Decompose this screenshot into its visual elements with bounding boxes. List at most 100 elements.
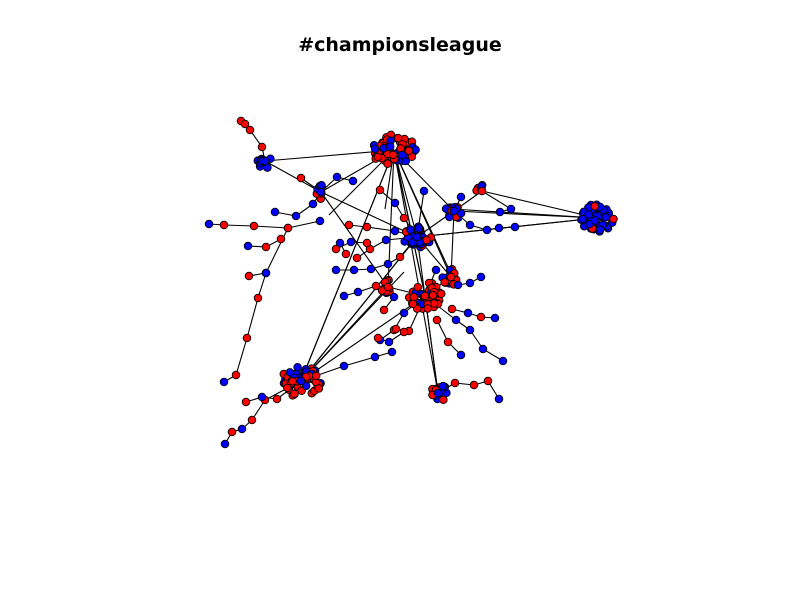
graph-node-red [375,185,385,195]
graph-edge [343,356,376,367]
graph-node-red [413,282,423,292]
graph-title: #championsleague [298,34,502,56]
graph-node-red [590,202,599,211]
graph-node-blue [476,272,486,282]
graph-node-red [253,293,263,303]
graph-node-red [393,133,403,143]
graph-node-blue [584,210,593,219]
graph-node-blue [296,376,306,386]
graph-node-blue [463,308,473,318]
graph-node-red [395,252,405,262]
graph-node-blue [291,211,301,221]
graph-node-red [420,291,430,301]
graph-node-red [609,214,618,224]
graph-node-blue [456,192,466,202]
graph-node-blue [438,381,448,391]
graph-node-red [296,173,306,183]
graph-node-red [352,253,362,263]
graph-node-blue [339,291,349,301]
graph-node-blue [293,362,302,372]
graph-node-blue [414,224,423,233]
graph-node-red [276,234,286,244]
graph-edge [246,297,259,339]
graph-node-blue [451,315,461,325]
graph-node-blue [510,222,520,232]
graph-node-red [245,125,255,135]
graph-node-blue [285,368,295,377]
graph-node-blue [257,392,267,402]
graph-node-blue [465,278,475,288]
graph-node-red [437,289,446,299]
graph-node-blue [590,216,600,225]
graph-node-red [283,383,292,393]
graph-node-red [314,384,324,393]
graph-node-blue [465,325,475,335]
graph-node-red [404,146,414,156]
graph-node-blue [387,347,397,357]
graph-node-blue [390,198,400,208]
graph-node-blue [406,225,415,234]
graph-node-red [240,119,250,129]
graph-edge [300,236,418,382]
graph-node-red [249,221,259,231]
graph-node-red [450,378,460,388]
graph-node-blue [366,264,376,274]
graph-node-red [383,159,392,168]
graph-node-blue [490,313,500,323]
graph-node-red [257,142,267,152]
graph-node-red [399,327,409,337]
graph-edge [416,217,598,238]
edge-layer [208,120,598,445]
graph-node-blue [494,223,504,233]
graph-node-red [227,427,237,437]
graph-node-blue [456,350,466,360]
graph-node-blue [237,424,247,434]
graph-node-red [231,370,241,380]
graph-node-blue [399,308,409,318]
graph-node-blue [384,337,394,347]
graph-node-red [219,220,229,230]
graph-node-blue [204,219,214,229]
graph-node-blue [301,381,311,391]
graph-node-blue [412,232,422,242]
graph-edge [320,191,389,288]
graph-node-red [446,272,456,282]
graph-node-red [272,394,282,404]
graph-node-red [469,380,479,390]
graph-node-red [443,337,453,347]
graph-node-blue [397,150,407,160]
graph-node-red [247,415,257,425]
graph-node-blue [494,394,504,404]
graph-node-blue [433,388,443,398]
graph-node-blue [383,259,393,269]
graph-edge [451,208,598,219]
graph-node-blue [308,199,318,209]
graph-node-blue [390,226,400,236]
graph-edge [264,160,322,193]
graph-node-blue [495,207,505,217]
graph-node-blue [260,156,270,166]
graph-edge [300,149,395,382]
graph-node-blue [506,204,516,214]
graph-node-red [477,186,487,196]
graph-node-red [388,150,398,160]
graph-node-blue [449,206,459,216]
graph-node-blue [381,235,391,245]
graph-node-red [241,397,251,407]
graph-node-blue [349,265,359,275]
graph-node-blue [220,439,230,449]
graph-node-red [331,244,341,254]
graph-node-blue [219,377,229,387]
graph-edge [481,190,512,210]
graph-edge [300,295,426,382]
graph-node-red [428,291,438,300]
graph-node-blue [370,352,380,362]
graph-node-blue [453,280,463,290]
graph-node-red [476,312,486,322]
graph-edge [253,225,289,229]
graph-node-red [371,281,381,291]
graph-edge [320,191,418,238]
graph-node-blue [389,292,399,302]
graph-edge [235,337,248,376]
